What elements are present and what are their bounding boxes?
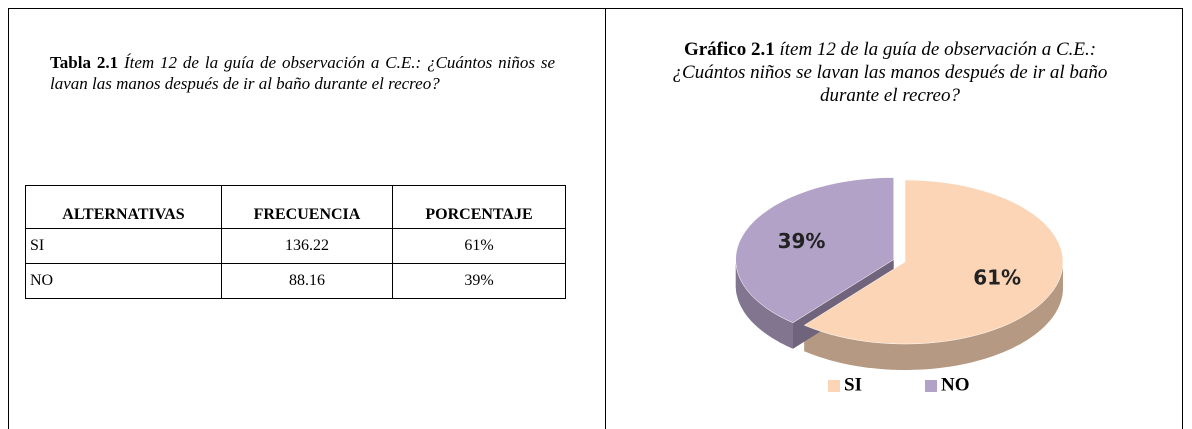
chart-caption: Gráfico 2.1 ítem 12 de la guía de observ… <box>665 38 1115 107</box>
slice-side <box>804 262 1063 370</box>
row: SI 136.22 61% <box>25 228 566 264</box>
divider <box>605 8 606 429</box>
cell: 136.22 <box>221 228 393 264</box>
header-cell: ALTERNATIVAS <box>25 185 222 229</box>
legend-swatch <box>925 380 937 392</box>
legend-swatch <box>828 380 840 392</box>
chart-title-label: Gráfico 2.1 <box>683 39 775 60</box>
slice-side <box>735 259 793 349</box>
cell: 61% <box>392 228 566 264</box>
cell: NO <box>25 263 222 299</box>
legend-label: NO <box>941 374 970 395</box>
header-cell: PORCENTAJE <box>392 185 566 229</box>
cell: 88.16 <box>221 263 393 299</box>
table: ALTERNATIVAS FRECUENCIA PORCENTAJE SI 13… <box>25 185 566 299</box>
table-caption: Tabla 2.1 Ítem 12 de la guía de observac… <box>50 52 555 94</box>
cell: SI <box>25 228 222 264</box>
slice <box>803 179 1064 345</box>
data-label: 39% <box>778 229 826 253</box>
data-label: 61% <box>973 266 1021 290</box>
frame <box>8 8 1183 429</box>
chart-title: ítem 12 de la guía de observación a C.E.… <box>672 39 1108 106</box>
caption-label: Tabla 2.1 <box>50 53 119 72</box>
cell: 39% <box>392 263 566 299</box>
header-row: ALTERNATIVAS FRECUENCIA PORCENTAJE <box>25 185 566 229</box>
header-cell: FRECUENCIA <box>221 185 393 229</box>
row: NO 88.16 39% <box>25 263 566 299</box>
slice <box>735 177 894 323</box>
legend-label: SI <box>844 374 862 395</box>
caption-text: Ítem 12 de la guía de observación a C.E.… <box>50 53 555 93</box>
